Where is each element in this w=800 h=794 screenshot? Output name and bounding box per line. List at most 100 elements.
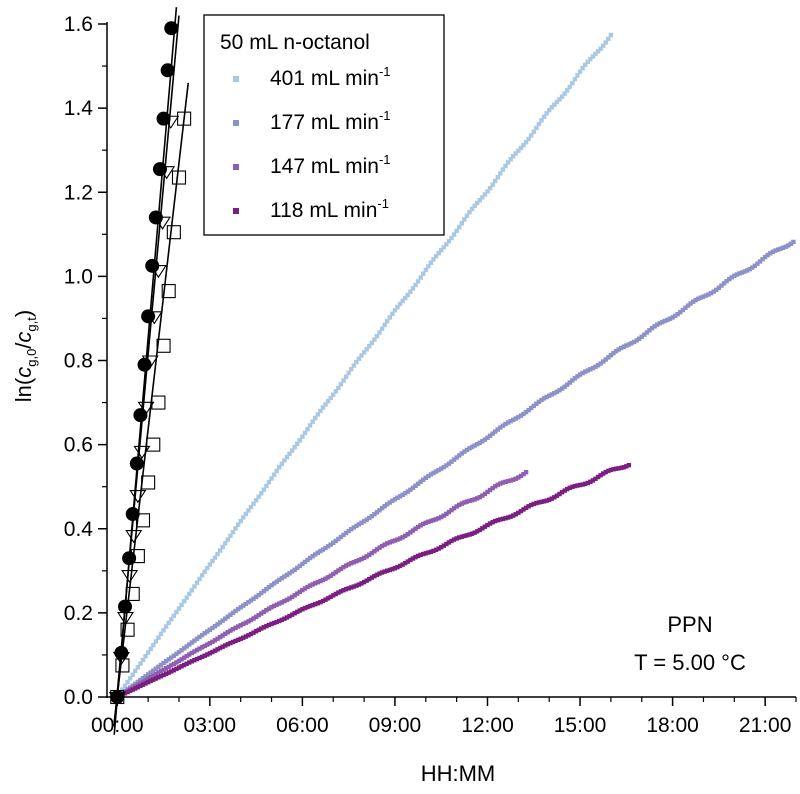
data-point [472, 530, 477, 535]
data-point [181, 655, 187, 660]
data-point [369, 340, 375, 346]
data-point [408, 487, 413, 492]
data-point [495, 427, 500, 432]
data-point [148, 670, 153, 675]
data-point [590, 478, 596, 483]
data-point [351, 525, 357, 530]
data-point [328, 395, 333, 401]
data-point [333, 389, 339, 394]
data-point [156, 635, 161, 640]
data-point [282, 574, 287, 579]
data-point [189, 640, 195, 645]
data-point [192, 638, 197, 643]
data-point [174, 666, 179, 672]
legend-marker [233, 120, 239, 126]
data-point [462, 217, 467, 222]
data-point [421, 551, 426, 557]
data-point [598, 361, 603, 366]
data-point [122, 691, 128, 696]
data-point [585, 59, 590, 65]
data-point [282, 458, 287, 463]
data-point [271, 581, 277, 586]
y-tick-label: 0.6 [64, 434, 93, 457]
data-point [531, 403, 536, 409]
data-point [395, 537, 400, 542]
data-point [163, 671, 169, 677]
data-point [143, 654, 148, 659]
tick-labels: 0.0 0.2 0.4 0.6 0.8 1.0 1.2 1.4 1.6 00:00 03:00 06:… [64, 13, 792, 737]
data-point [493, 429, 498, 434]
data-point [577, 482, 583, 488]
data-point [166, 620, 171, 626]
data-point [541, 396, 547, 401]
data-point [606, 36, 611, 42]
data-point [205, 565, 210, 571]
data-point [778, 246, 783, 251]
data-point [372, 337, 377, 342]
data-point [377, 330, 382, 335]
data-point [313, 552, 318, 557]
data-point [500, 423, 506, 428]
data-point [158, 673, 164, 679]
fit-line [113, 15, 180, 727]
data-point [546, 108, 552, 113]
data-point [467, 532, 472, 537]
data-point [392, 566, 398, 571]
data-point [449, 235, 454, 241]
data-point [600, 471, 606, 476]
data-point [328, 542, 333, 547]
data-point [618, 465, 624, 471]
data-point [349, 367, 354, 372]
data-point [552, 495, 557, 500]
data-point [117, 612, 135, 626]
data-point [369, 513, 375, 519]
data-point [302, 430, 308, 436]
data-point [621, 465, 626, 470]
data-point [457, 224, 462, 230]
data-point [426, 473, 431, 479]
data-point [341, 532, 346, 538]
data-point [487, 521, 493, 526]
data-point [626, 342, 632, 347]
data-point [421, 521, 426, 527]
data-point [580, 65, 585, 71]
data-point [367, 552, 372, 558]
data-point [307, 555, 313, 561]
data-point [184, 595, 189, 600]
data-point [719, 283, 724, 288]
data-point [361, 350, 367, 355]
legend-marker [233, 164, 239, 170]
data-point [341, 588, 346, 593]
data-point [464, 447, 470, 453]
data-point [449, 507, 454, 513]
data-point [331, 540, 336, 546]
data-point [557, 97, 562, 102]
data-point [266, 585, 272, 590]
data-point [284, 572, 290, 578]
legend-label: 118 mL min-1 [270, 196, 389, 222]
data-point [220, 618, 225, 623]
data-point [359, 556, 364, 562]
data-point [153, 639, 159, 644]
data-point [287, 571, 292, 576]
data-point [310, 602, 315, 608]
data-point [292, 567, 297, 572]
data-point [624, 464, 629, 469]
data-point [235, 606, 241, 612]
data-point [212, 624, 218, 629]
data-point [233, 526, 238, 531]
data-point [444, 511, 449, 517]
data-point [194, 580, 200, 585]
data-point [179, 648, 184, 653]
data-point [179, 657, 184, 662]
data-point [531, 129, 536, 134]
data-point [475, 529, 480, 534]
data-point [433, 547, 439, 553]
data-point [307, 603, 313, 609]
data-point [243, 511, 249, 517]
data-point [490, 485, 495, 491]
data-point [143, 674, 148, 679]
data-point [523, 139, 529, 145]
data-point [516, 510, 521, 515]
